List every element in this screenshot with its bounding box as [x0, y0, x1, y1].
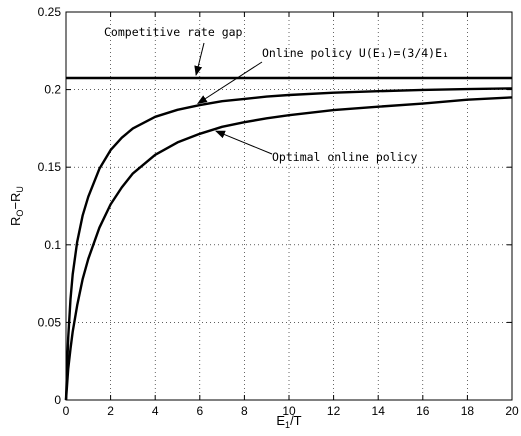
annotation-label: Competitive rate gap: [104, 25, 243, 39]
x-tick-label: 6: [196, 404, 203, 418]
grid-lines: [66, 12, 512, 400]
x-tick-label: 12: [327, 404, 341, 418]
annotation-label: Online policy U(E₁)=(3/4)E₁: [262, 46, 449, 60]
annotations: Competitive rate gap Online policy U(E₁)=…: [104, 25, 449, 164]
x-tick-label: 0: [63, 404, 70, 418]
annotation-label: Optimal online policy: [272, 150, 417, 164]
x-tick-label: 10: [282, 404, 296, 418]
y-tick-label: 0.2: [44, 83, 61, 97]
y-tick-label: 0.05: [38, 315, 62, 329]
x-tick-label: 20: [505, 404, 519, 418]
x-tick-label: 18: [461, 404, 475, 418]
x-tick-label: 8: [241, 404, 248, 418]
x-axis-label: E1/T: [276, 413, 301, 430]
plot-frame: [65, 11, 513, 401]
x-axis: 0 2 4 6 8 10 12 14 16 18 20: [63, 12, 519, 418]
y-axis: 0 0.05 0.1 0.15 0.2 0.25: [38, 5, 512, 407]
series-line-online: [64, 87, 513, 401]
series-group: [64, 76, 513, 401]
x-tick-label: 2: [107, 404, 114, 418]
annotation-arrow: [215, 130, 273, 155]
y-axis-label: RO−RU: [8, 186, 25, 226]
annotation-arrow: [197, 61, 263, 105]
y-tick-label: 0: [54, 393, 61, 407]
y-tick-label: 0.25: [38, 5, 62, 19]
x-tick-label: 14: [372, 404, 386, 418]
series-line-optimal: [64, 96, 513, 401]
y-tick-label: 0.15: [38, 160, 62, 174]
x-tick-label: 4: [152, 404, 159, 418]
y-tick-label: 0.1: [44, 238, 61, 252]
x-tick-label: 16: [416, 404, 430, 418]
annotation-arrow: [194, 42, 205, 77]
